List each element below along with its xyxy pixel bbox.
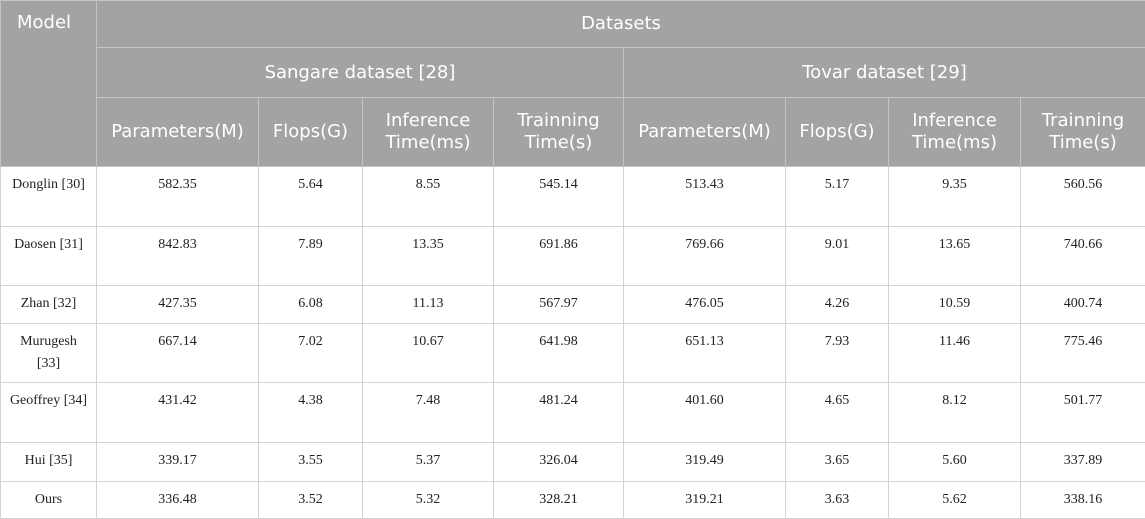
model-name: Donglin [30] [0, 166, 97, 227]
cell-value: 691.86 [493, 226, 624, 286]
cell-value: 328.21 [493, 481, 624, 519]
cell-value: 338.16 [1020, 481, 1145, 519]
cell-value: 3.55 [258, 442, 363, 482]
cell-value: 5.17 [785, 166, 889, 227]
cell-value: 3.65 [785, 442, 889, 482]
cell-value: 336.48 [96, 481, 259, 519]
table-row: Daosen [31] 842.83 7.89 13.35 691.86 769.66 9.… [0, 226, 1145, 286]
cell-value: 775.46 [1020, 323, 1145, 383]
column-header: Trainning Time(s) [493, 97, 624, 167]
table-row: Hui [35] 339.17 3.55 5.37 326.04 319.49 3.65 5.… [0, 442, 1145, 482]
cell-value: 319.49 [623, 442, 786, 482]
cell-value: 651.13 [623, 323, 786, 383]
cell-value: 545.14 [493, 166, 624, 227]
cell-value: 7.48 [362, 382, 494, 443]
cell-value: 582.35 [96, 166, 259, 227]
cell-value: 567.97 [493, 285, 624, 324]
cell-value: 5.37 [362, 442, 494, 482]
cell-value: 400.74 [1020, 285, 1145, 324]
model-name: Hui [35] [0, 442, 97, 482]
table-header: Model Datasets Sangare dataset [28] Tovar… [0, 0, 1145, 167]
cell-value: 4.26 [785, 285, 889, 324]
cell-value: 337.89 [1020, 442, 1145, 482]
column-header: Flops(G) [258, 97, 363, 167]
cell-value: 319.21 [623, 481, 786, 519]
cell-value: 10.67 [362, 323, 494, 383]
datasets-header: Datasets [96, 0, 1145, 48]
cell-value: 5.62 [888, 481, 1021, 519]
column-header: Inference Time(ms) [888, 97, 1021, 167]
cell-value: 6.08 [258, 285, 363, 324]
cell-value: 501.77 [1020, 382, 1145, 443]
model-name: Daosen [31] [0, 226, 97, 286]
cell-value: 769.66 [623, 226, 786, 286]
table-body: Donglin [30] 582.35 5.64 8.55 545.14 513.43 5.… [0, 166, 1145, 519]
cell-value: 5.64 [258, 166, 363, 227]
cell-value: 8.55 [362, 166, 494, 227]
header-row: Parameters(M) Flops(G) Inference Time(ms) T… [1, 97, 1145, 167]
cell-value: 339.17 [96, 442, 259, 482]
cell-value: 4.38 [258, 382, 363, 443]
cell-value: 641.98 [493, 323, 624, 383]
cell-value: 667.14 [96, 323, 259, 383]
model-name: Murugesh [33] [0, 323, 97, 383]
cell-value: 481.24 [493, 382, 624, 443]
cell-value: 326.04 [493, 442, 624, 482]
table-row: Murugesh [33] 667.14 7.02 10.67 641.98 651.13… [0, 323, 1145, 383]
cell-value: 5.60 [888, 442, 1021, 482]
cell-value: 13.65 [888, 226, 1021, 286]
column-header: Trainning Time(s) [1020, 97, 1145, 167]
column-header: Parameters(M) [623, 97, 786, 167]
cell-value: 513.43 [623, 166, 786, 227]
cell-value: 7.02 [258, 323, 363, 383]
cell-value: 842.83 [96, 226, 259, 286]
cell-value: 740.66 [1020, 226, 1145, 286]
table-row: Zhan [32] 427.35 6.08 11.13 567.97 476.05 4.26… [0, 285, 1145, 324]
group-header: Sangare dataset [28] [96, 47, 624, 98]
cell-value: 431.42 [96, 382, 259, 443]
cell-value: 560.56 [1020, 166, 1145, 227]
table-row: Geoffrey [34] 431.42 4.38 7.48 481.24 401.60 4… [0, 382, 1145, 443]
column-header: Inference Time(ms) [362, 97, 494, 167]
model-name: Geoffrey [34] [0, 382, 97, 443]
model-header: Model [0, 0, 97, 167]
cell-value: 7.93 [785, 323, 889, 383]
cell-value: 476.05 [623, 285, 786, 324]
cell-value: 3.52 [258, 481, 363, 519]
header-row: Model Datasets [0, 0, 1145, 167]
cell-value: 7.89 [258, 226, 363, 286]
table-row: Ours 336.48 3.52 5.32 328.21 319.21 3.63 5.62 33… [0, 481, 1145, 519]
cell-value: 9.35 [888, 166, 1021, 227]
cell-value: 8.12 [888, 382, 1021, 443]
group-header: Tovar dataset [29] [623, 47, 1145, 98]
column-header: Flops(G) [785, 97, 889, 167]
cell-value: 13.35 [362, 226, 494, 286]
cell-value: 11.13 [362, 285, 494, 324]
cell-value: 3.63 [785, 481, 889, 519]
cell-value: 5.32 [362, 481, 494, 519]
cell-value: 10.59 [888, 285, 1021, 324]
cell-value: 401.60 [623, 382, 786, 443]
cell-value: 9.01 [785, 226, 889, 286]
table-row: Donglin [30] 582.35 5.64 8.55 545.14 513.43 5.… [0, 166, 1145, 227]
model-name: Ours [0, 481, 97, 519]
cell-value: 4.65 [785, 382, 889, 443]
cell-value: 11.46 [888, 323, 1021, 383]
header-row: Sangare dataset [28] Tovar dataset [29] [1, 47, 1145, 98]
column-header: Parameters(M) [96, 97, 259, 167]
model-name: Zhan [32] [0, 285, 97, 324]
cell-value: 427.35 [96, 285, 259, 324]
